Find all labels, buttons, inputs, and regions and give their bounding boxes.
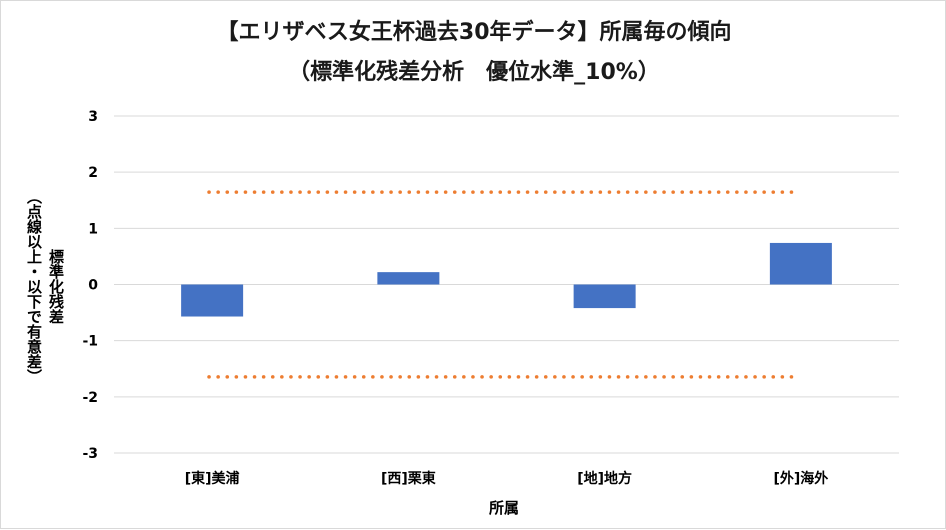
y-tick-label-1: 2 [88, 165, 98, 181]
y-axis-label-line-2: （点線以上・以下で有意差） [25, 188, 43, 384]
bar-0 [181, 284, 244, 317]
y-tick-label-6: -3 [82, 446, 98, 462]
y-tick-label-3: 0 [88, 278, 98, 294]
y-axis-label-line-1: 標準化残差 [47, 248, 65, 324]
x-tick-labels: [東]美浦 [西]栗東 [地]地方 [外]海外 [185, 470, 829, 487]
bar-3 [769, 242, 832, 285]
y-tick-labels: 3 2 1 0 -1 -2 -3 [82, 109, 98, 462]
x-tick-label-1: [西]栗東 [381, 470, 436, 487]
chart-title-line-2: （標準化残差分析 優位水準_10%） [288, 60, 660, 85]
x-tick-label-3: [外]海外 [773, 470, 828, 487]
bars [181, 242, 832, 317]
chart-title: 【エリザベス女王杯過去30年データ】所属毎の傾向 （標準化残差分析 優位水準_1… [1, 13, 946, 93]
bar-2 [573, 284, 636, 309]
x-axis-label: 所属 [488, 499, 519, 517]
y-tick-label-5: -2 [82, 390, 98, 406]
chart-title-line-1: 【エリザベス女王杯過去30年データ】所属毎の傾向 [216, 20, 732, 45]
y-tick-label-2: 1 [88, 221, 98, 237]
threshold-lines [207, 190, 801, 379]
x-tick-label-2: [地]地方 [577, 470, 632, 487]
y-tick-label-0: 3 [88, 109, 98, 125]
bar-1 [377, 272, 440, 285]
grid-lines [114, 115, 899, 454]
x-tick-label-0: [東]美浦 [185, 470, 240, 487]
y-tick-label-4: -1 [82, 334, 98, 350]
y-axis-label: 標準化残差 （点線以上・以下で有意差） [7, 161, 67, 411]
